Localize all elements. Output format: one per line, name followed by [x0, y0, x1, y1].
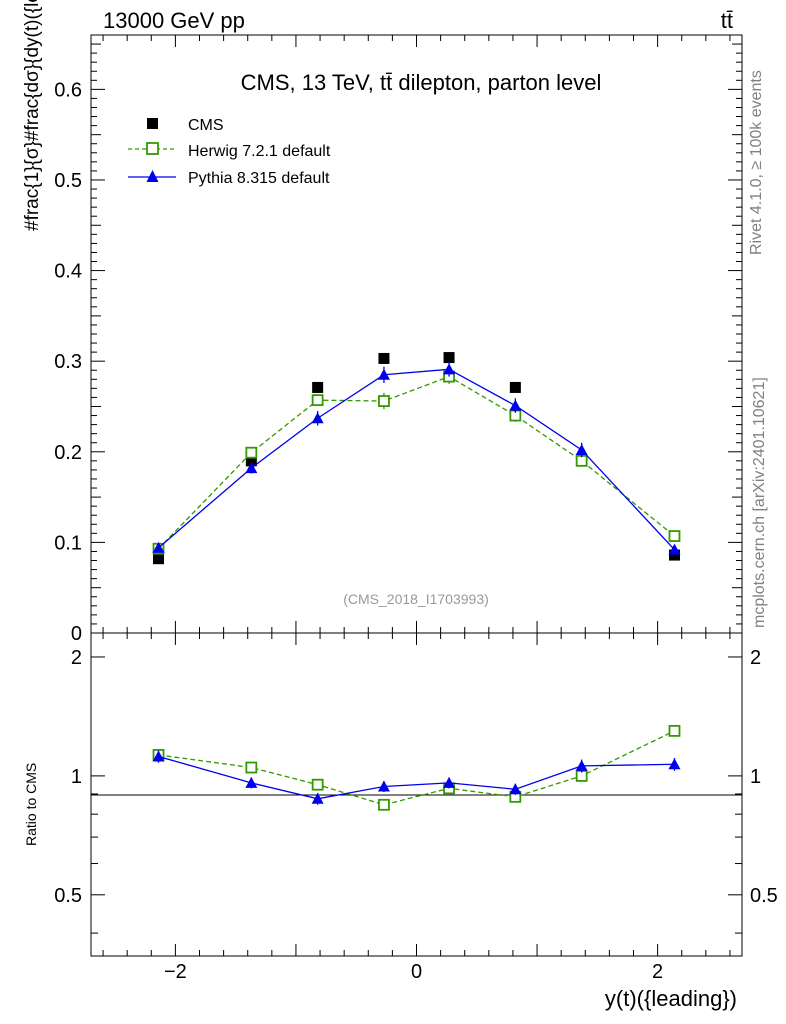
herwig-ratio-point	[245, 761, 258, 774]
ratio-tick-label-right: 2	[750, 647, 761, 669]
y-tick-label: 0.2	[54, 442, 82, 464]
ratio-tick-label-right: 1	[750, 766, 761, 788]
legend-marker-cms	[147, 118, 158, 129]
herwig-ratio-point	[378, 798, 390, 811]
cms-point	[153, 553, 165, 565]
axis-ticks	[91, 35, 742, 956]
ratio-tick-label-right: 0.5	[750, 885, 778, 907]
legend-label-pythia: Pythia 8.315 default	[188, 170, 330, 187]
pythia-point	[575, 443, 588, 455]
cms-point	[443, 352, 455, 364]
pythia-ratio-point	[443, 776, 456, 788]
cms-point	[245, 455, 257, 467]
pythia-point	[152, 541, 165, 553]
ratio-axis-label: Ratio to CMS	[23, 763, 39, 846]
y-tick-label: 0.1	[54, 532, 82, 554]
pythia-point	[443, 363, 456, 375]
y-tick-label: 0	[71, 623, 82, 645]
ratio-tick-label: 1	[71, 766, 82, 788]
y-tick-label: 0.3	[54, 351, 82, 373]
x-tick-label: 2	[652, 961, 663, 983]
herwig-ratio-point	[668, 724, 681, 737]
legend-label-cms: CMS	[188, 117, 224, 134]
cms-point	[312, 381, 324, 393]
y-tick-label: 0.6	[54, 79, 82, 101]
herwig-point	[378, 395, 390, 407]
y-axis-label: #frac{1}{σ}#frac{dσ}{dy(t)({leading})}	[22, 0, 43, 231]
legend-marker-pythia	[146, 170, 159, 182]
herwig-point	[668, 530, 681, 542]
pythia-ratio-point	[311, 792, 324, 804]
herwig-ratio-line	[158, 730, 675, 806]
mcplots-credit-label: mcplots.cern.ch [arXiv:2401.10621]	[751, 377, 768, 628]
herwig-point	[311, 394, 324, 407]
pythia-ratio-point	[377, 780, 390, 792]
pythia-line	[158, 368, 675, 551]
main-series-layer	[152, 352, 681, 565]
tick-labels: −2 0 200.10.20.30.40.50.60.5 0.51 12 2	[54, 79, 778, 983]
cms-point	[668, 549, 680, 561]
pythia-ratio-point	[245, 776, 258, 788]
legend-label-herwig: Herwig 7.2.1 default	[188, 143, 331, 160]
analysis-watermark: (CMS_2018_I1703993)	[343, 591, 489, 607]
cms-point	[509, 381, 521, 393]
pythia-point	[377, 368, 390, 380]
ratio-tick-label: 0.5	[54, 885, 82, 907]
y-tick-label: 0.5	[54, 170, 82, 192]
herwig-line	[158, 375, 675, 550]
x-axis-label: y(t)({leading})	[605, 986, 737, 1011]
herwig-ratio-point	[311, 778, 324, 791]
x-tick-label: −2	[164, 961, 187, 983]
y-tick-label: 0.4	[54, 261, 82, 283]
ratio-series-layer	[152, 724, 681, 811]
legend: CMS Herwig 7.2.1 default Pythia 8.315 de…	[128, 117, 331, 187]
rivet-version-label: Rivet 4.1.0, ≥ 100k events	[748, 70, 765, 255]
herwig-point	[575, 454, 588, 467]
pythia-point	[509, 399, 522, 411]
pythia-ratio-point	[575, 759, 588, 771]
ratio-tick-label: 2	[71, 647, 82, 669]
pythia-point	[245, 462, 258, 474]
legend-marker-herwig	[146, 142, 159, 155]
herwig-point	[245, 446, 258, 459]
pythia-point	[668, 543, 681, 555]
pythia-ratio-point	[509, 783, 522, 795]
header-right: tt̄	[721, 8, 733, 33]
pythia-ratio-point	[668, 758, 681, 770]
pythia-point	[311, 412, 324, 424]
header-left: 13000 GeV pp	[103, 8, 245, 33]
x-tick-label: 0	[411, 961, 422, 983]
pythia-ratio-line	[158, 755, 675, 800]
cms-point	[378, 352, 390, 364]
chart-title: CMS, 13 TeV, tt̄ dilepton, parton level	[241, 70, 602, 95]
pythia-ratio-point	[152, 750, 165, 762]
